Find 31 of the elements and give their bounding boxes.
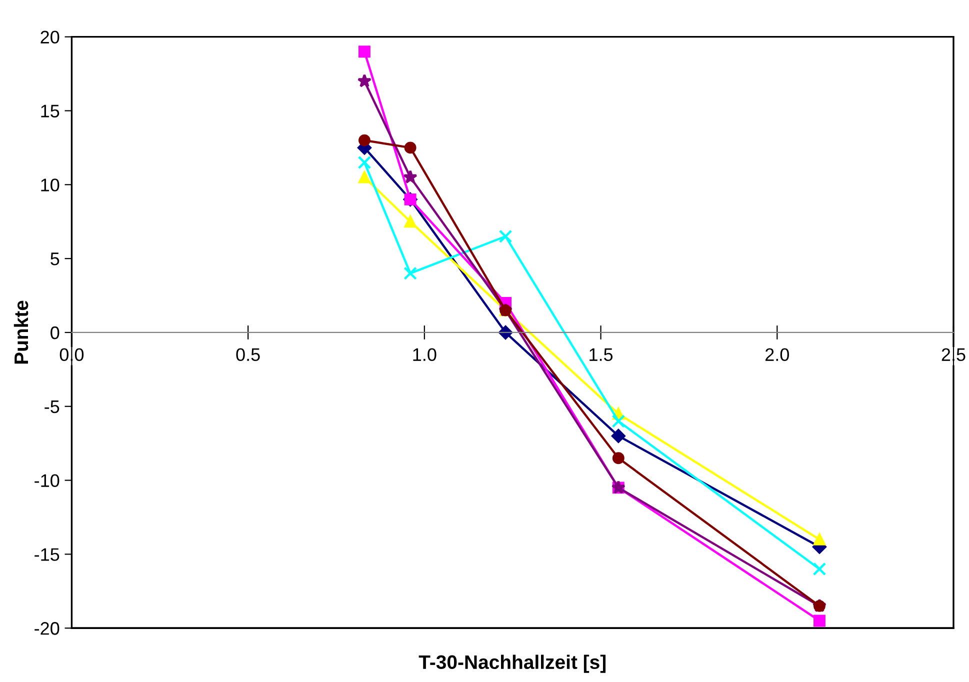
point <box>812 562 826 576</box>
point <box>612 452 624 464</box>
y-tick-label: -10 <box>34 474 60 488</box>
point <box>612 414 626 428</box>
y-tick-label: 15 <box>41 104 60 118</box>
y-axis-title: Punkte <box>14 300 28 364</box>
y-tick-label: -5 <box>44 400 60 414</box>
y-tick-label: -15 <box>34 548 60 561</box>
y-tick-label: 0 <box>50 326 60 340</box>
y-tick-label: -20 <box>34 622 60 635</box>
point <box>813 614 826 627</box>
y-tick-label: 10 <box>41 178 60 192</box>
point <box>358 171 370 184</box>
point <box>358 156 372 170</box>
x-tick-label: 1.0 <box>413 348 436 362</box>
point <box>357 74 372 88</box>
x-tick-label: 2.0 <box>766 348 789 362</box>
point <box>358 46 370 58</box>
y-tick-label: 20 <box>40 30 60 44</box>
x-tick-label: 1.5 <box>590 348 613 362</box>
x-axis-title: T-30-Nachhallzeit [s] <box>418 654 606 673</box>
point <box>404 216 416 228</box>
point <box>404 142 416 154</box>
y-tick-label: 5 <box>50 252 60 266</box>
x-tick-label: 0.5 <box>236 348 260 362</box>
point <box>498 230 512 244</box>
point <box>813 533 826 546</box>
point <box>404 266 417 280</box>
point <box>358 134 370 146</box>
point <box>403 170 418 184</box>
point <box>611 428 626 443</box>
